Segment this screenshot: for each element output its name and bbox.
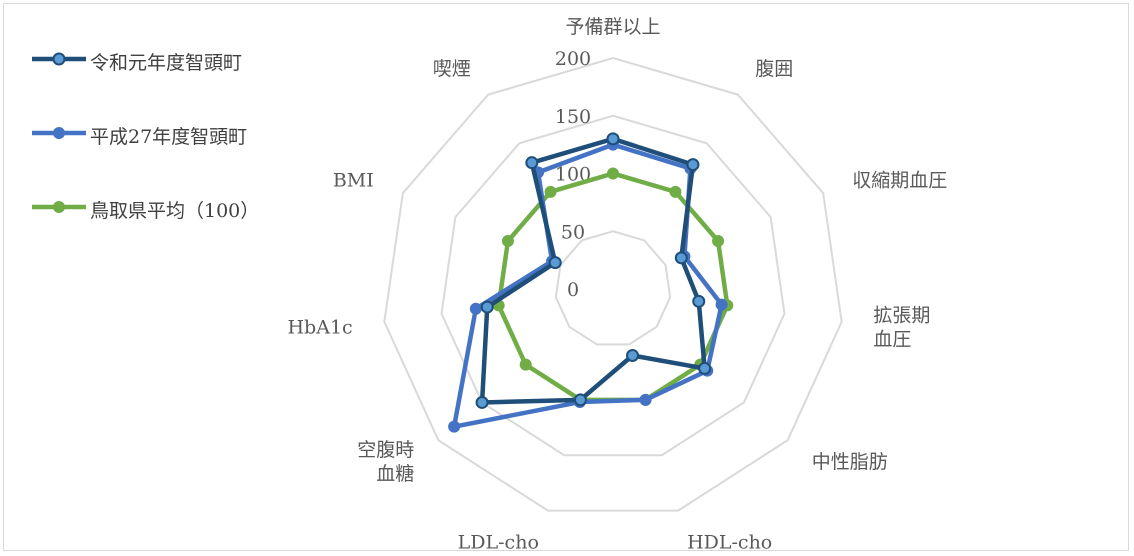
data-point — [475, 395, 489, 409]
chart-frame — [3, 3, 1129, 551]
radial-tick-label: 150 — [555, 106, 591, 128]
axis-label: 空腹時血糖 — [357, 439, 414, 485]
radial-tick-label: 100 — [555, 164, 591, 186]
axis-label: 中性脂肪 — [812, 451, 888, 473]
legend-label: 令和元年度智頭町 — [90, 52, 243, 74]
legend-marker — [53, 127, 65, 139]
axis-label: BMI — [333, 170, 374, 192]
data-point — [544, 185, 557, 198]
data-point — [698, 361, 712, 375]
grid-ring — [383, 56, 843, 512]
legend-label: 平成27年度智頭町 — [90, 126, 248, 148]
data-point — [469, 302, 482, 315]
legend-swatch-series-0 — [32, 52, 86, 66]
data-point — [525, 156, 539, 170]
data-point — [686, 158, 700, 172]
legend-marker — [52, 52, 66, 66]
radial-tick-label: 200 — [555, 48, 591, 70]
radial-tick-layer: 0 50 100 150 200 — [555, 48, 591, 301]
data-point — [548, 256, 562, 270]
data-point — [669, 185, 682, 198]
axis-label: 収縮期血圧 — [852, 170, 947, 192]
data-point — [674, 251, 688, 265]
axis-label: 喫煙 — [433, 58, 471, 80]
legend-marker — [53, 201, 65, 213]
axis-label: 腹囲 — [755, 58, 793, 80]
axis-label: 予備群以上 — [565, 16, 660, 38]
series-layer — [448, 132, 734, 433]
data-point — [607, 167, 619, 180]
radial-tick-label: 50 — [561, 221, 585, 243]
axis-label: HDL-cho — [687, 531, 772, 553]
grid-ring — [554, 230, 672, 346]
axis-label: LDL-cho — [458, 531, 539, 553]
axis-label: HbA1c — [287, 316, 352, 338]
data-point — [606, 132, 620, 146]
legend-swatch-series-1 — [32, 127, 86, 139]
series-0 — [475, 132, 712, 409]
data-point — [573, 393, 587, 407]
data-point — [639, 393, 652, 406]
data-point — [626, 348, 640, 362]
data-point — [448, 420, 461, 433]
data-point — [519, 358, 532, 371]
data-point — [480, 300, 494, 314]
grid-layer — [383, 56, 843, 512]
data-point — [712, 235, 725, 248]
radial-tick-label: 0 — [567, 279, 579, 301]
series-line — [451, 142, 724, 429]
data-point — [715, 298, 728, 311]
data-point — [501, 235, 514, 248]
series-line — [479, 136, 707, 405]
legend-swatch-series-2 — [32, 201, 86, 213]
data-point — [692, 294, 706, 308]
grid-ring — [440, 114, 786, 457]
axis-label: 拡張期血圧 — [873, 304, 930, 350]
legend-label: 鳥取県平均（100） — [90, 200, 260, 222]
